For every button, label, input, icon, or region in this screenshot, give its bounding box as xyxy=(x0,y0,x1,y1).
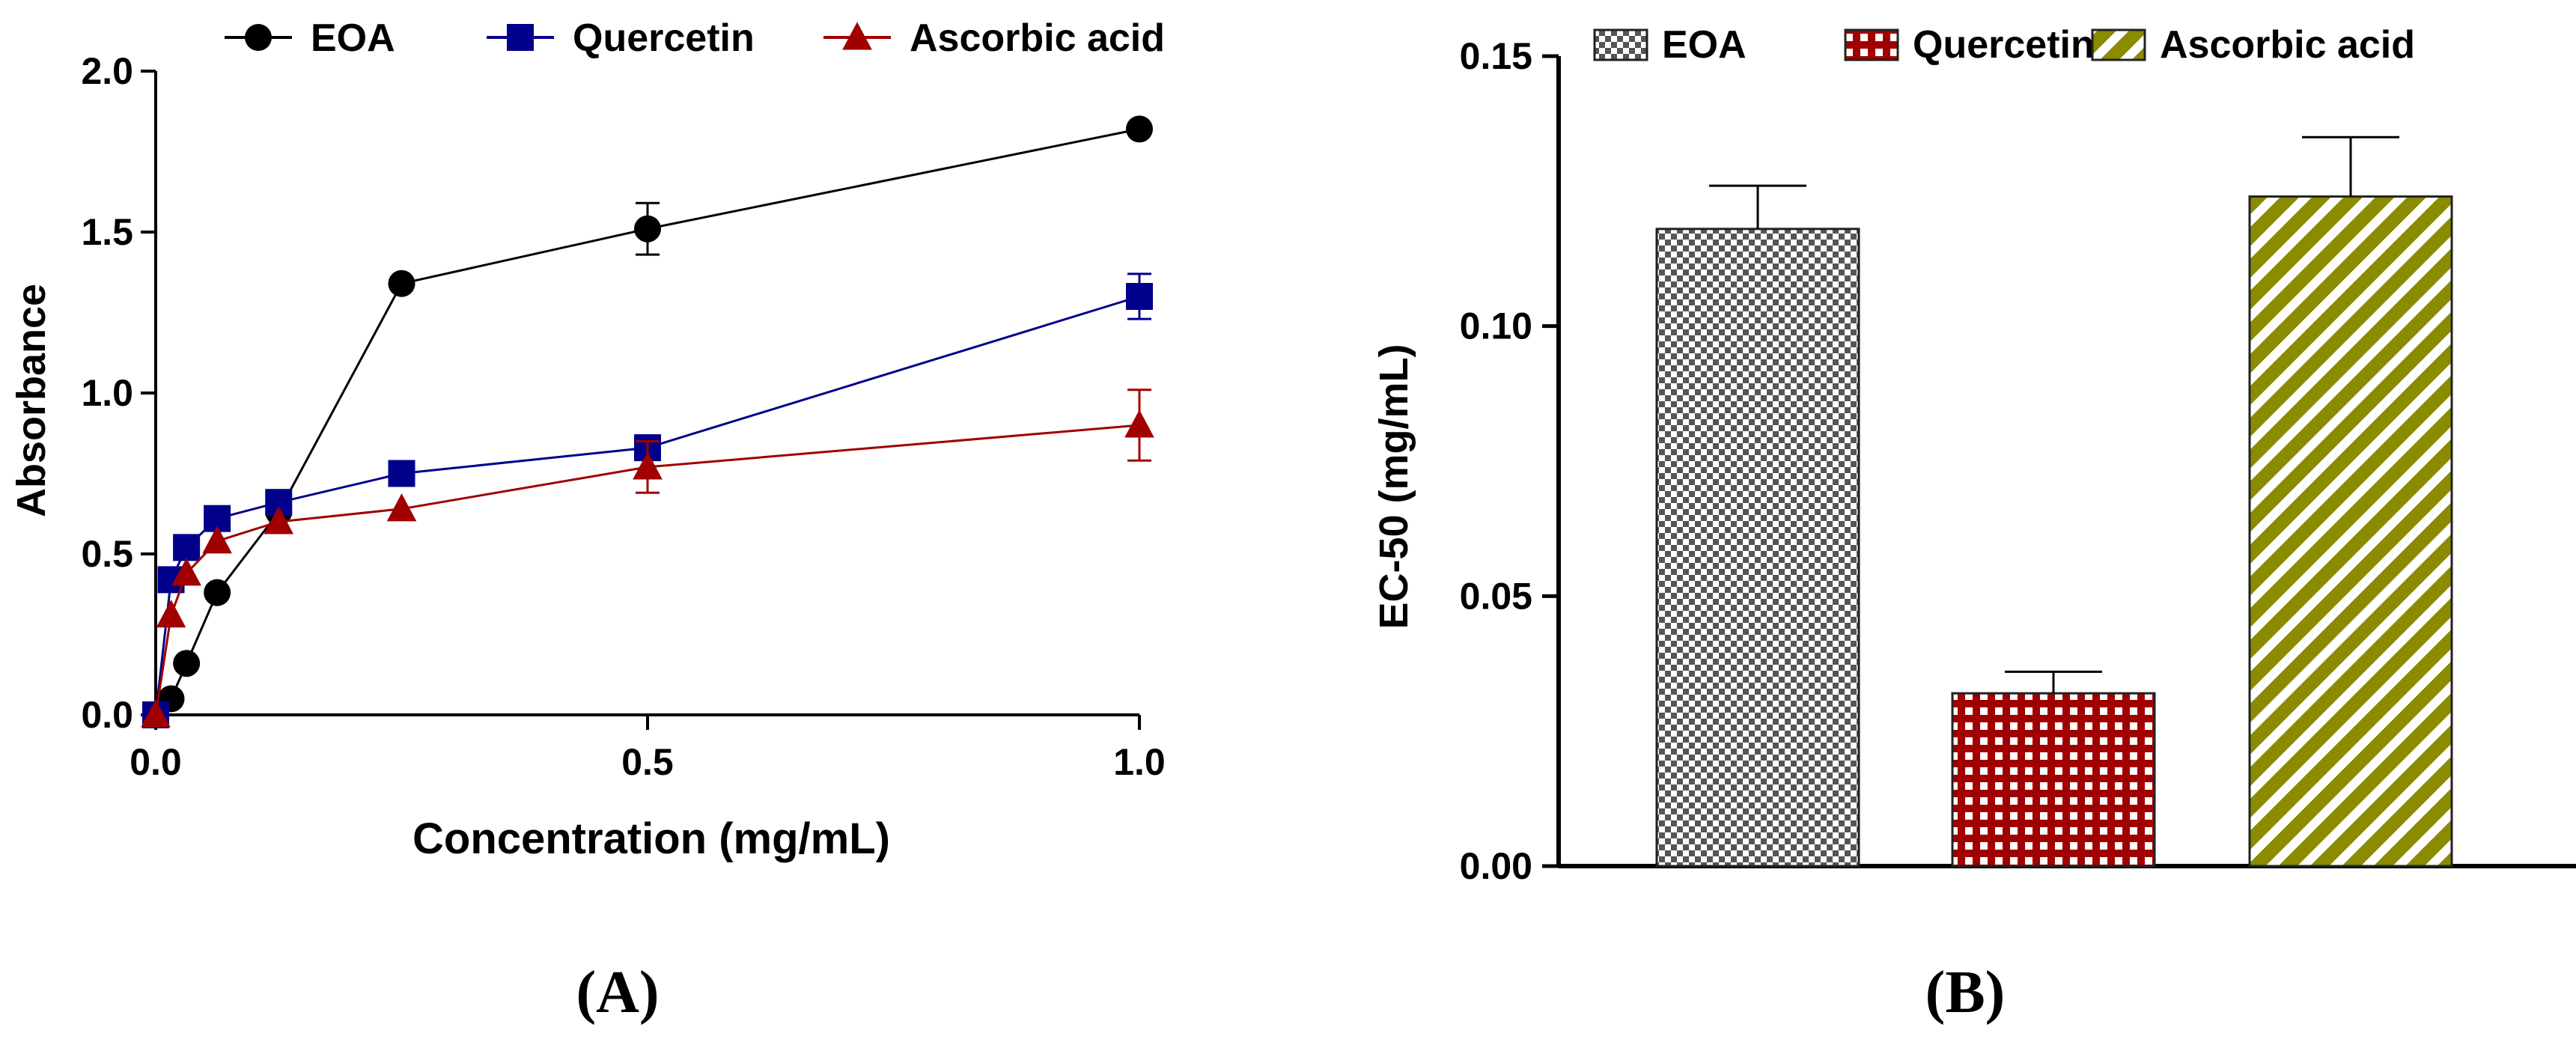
panel-a-x-axis-label: Concentration (mg/mL) xyxy=(412,814,890,863)
panel-a-legend-label-ascorbic-acid: Ascorbic acid xyxy=(910,16,1165,60)
panel-a-point-eoa xyxy=(204,579,231,606)
panel-b-bar-quercetin xyxy=(1951,692,2156,868)
panel-a-x-tick-label: 0.0 xyxy=(130,741,182,783)
panel-a-label: (A) xyxy=(576,960,659,1026)
panel-a-series-line-quercetin xyxy=(154,295,1140,716)
panel-b-y-axis-label: EC-50 (mg/mL) xyxy=(1371,344,1416,629)
panel-b-y-tick-label: 0.05 xyxy=(1460,575,1532,617)
panel-a-y-axis-label: Absorbance xyxy=(9,284,54,517)
panel-b-bar-ascorbic-acid xyxy=(2248,195,2453,868)
panel-a-y-tick-label: 2.0 xyxy=(81,50,133,92)
panel-b-y-tick-label: 0.10 xyxy=(1460,305,1532,347)
panel-a-y-tick-label: 0.0 xyxy=(81,694,133,736)
panel-a-x-tick-label: 0.5 xyxy=(621,741,674,783)
panel-a-point-ascorbic-acid xyxy=(1124,409,1154,438)
panel-a-legend-label-quercetin: Quercetin xyxy=(573,16,755,60)
panel-a-point-ascorbic-acid xyxy=(141,699,171,728)
panel-a-legend: EOA Quercetin Ascorbic acid xyxy=(225,16,1165,60)
panel-b-legend-swatch-quercetin xyxy=(1844,28,1899,61)
panel-a-point-ascorbic-acid xyxy=(633,451,663,480)
panel-a-point-eoa xyxy=(388,269,415,297)
panel-b-bar-chart: 0.00 0.05 0.10 0.15 EOA Quercetin Ascorbic ac… xyxy=(1371,23,2576,1026)
panel-a-legend-marker-eoa xyxy=(245,24,272,51)
panel-a-point-quercetin xyxy=(388,460,415,487)
panel-a-x-tick-label: 1.0 xyxy=(1113,741,1166,783)
panel-a-point-eoa xyxy=(634,215,661,243)
panel-b-legend-label-ascorbic-acid: Ascorbic acid xyxy=(2160,23,2415,67)
panel-a-point-eoa xyxy=(173,650,201,677)
panel-b-legend-swatch-ascorbic-acid xyxy=(2091,28,2146,61)
panel-a-y-tick-label: 1.5 xyxy=(81,211,133,253)
panel-b-legend-swatch-eoa xyxy=(1593,28,1648,61)
panel-a-point-ascorbic-acid xyxy=(386,493,417,522)
panel-b-label: (B) xyxy=(1925,960,2006,1026)
panel-a-point-eoa xyxy=(1126,115,1153,143)
panel-a-line-chart: 0.0 0.5 1.0 1.5 2.0 0.0 0.5 1.0 EOA Quercetin Asc… xyxy=(9,16,1166,1026)
panel-a-y-tick-label: 1.0 xyxy=(81,372,133,414)
panel-a-legend-marker-ascorbic-acid xyxy=(842,22,872,50)
panel-b-legend-label-quercetin: Quercetin xyxy=(1913,23,2095,67)
panel-a-point-ascorbic-acid xyxy=(156,600,186,628)
panel-a-point-quercetin xyxy=(173,534,201,561)
panel-b-bar-eoa xyxy=(1655,228,1860,868)
panel-a-point-quercetin xyxy=(1126,283,1153,310)
panel-b-legend: EOA Quercetin Ascorbic acid xyxy=(1593,23,2415,67)
panel-b-y-tick-label: 0.00 xyxy=(1460,845,1532,887)
panel-a-legend-label-eoa: EOA xyxy=(311,16,395,60)
panel-a-point-ascorbic-acid xyxy=(264,506,294,534)
panel-a-y-tick-label: 0.5 xyxy=(81,533,133,575)
panel-a-legend-marker-quercetin xyxy=(507,24,534,51)
panel-a-point-ascorbic-acid xyxy=(202,525,232,554)
panel-b-legend-label-eoa: EOA xyxy=(1662,23,1747,67)
panel-b-y-tick-label: 0.15 xyxy=(1460,35,1532,77)
panel-a-point-ascorbic-acid xyxy=(171,558,201,586)
